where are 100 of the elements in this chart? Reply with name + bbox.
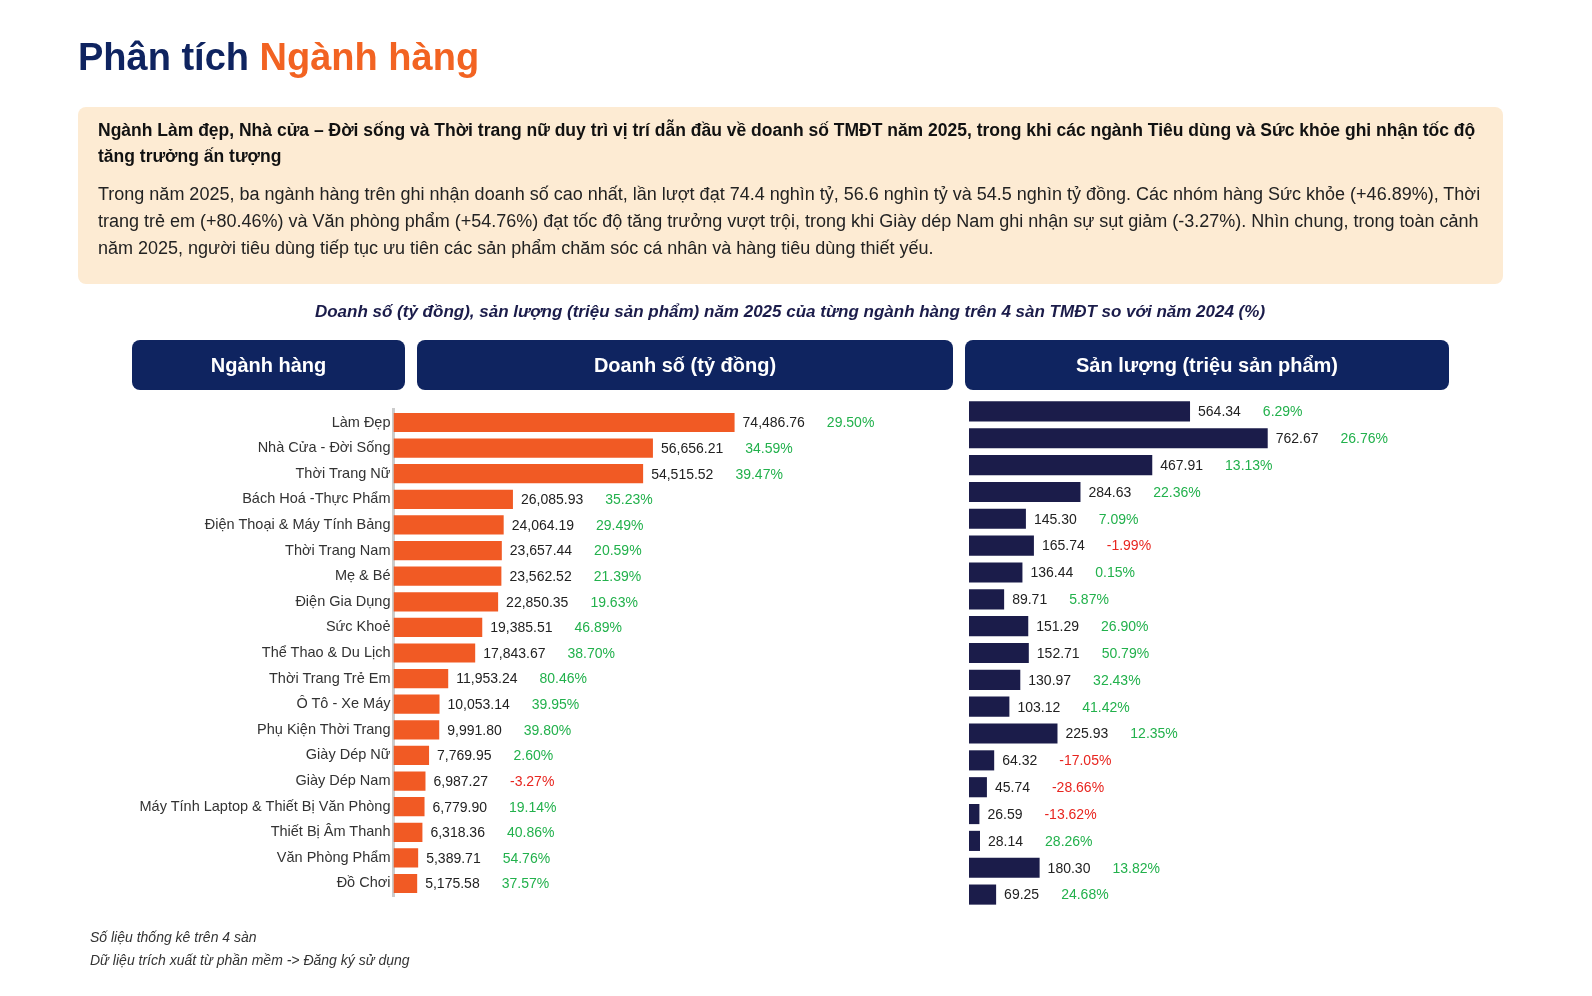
chart-title: Doanh số (tỷ đồng) — [417, 340, 953, 390]
y-tick-label: Điện Gia Dụng — [295, 592, 391, 609]
data-label: 130.97 — [1028, 671, 1072, 688]
bar — [393, 540, 502, 561]
data-label: 23,657.44 — [509, 542, 573, 559]
annotation: -1.99% — [1106, 537, 1152, 554]
annotation: 13.13% — [1225, 456, 1273, 473]
text: 39.47% — [735, 465, 783, 482]
annotation: 37.57% — [501, 875, 550, 892]
bar — [969, 642, 1029, 664]
annotation: 54.76% — [502, 849, 551, 866]
bar — [969, 616, 1029, 637]
text: 26.76% — [1340, 430, 1389, 447]
annotation: 50.79% — [1101, 644, 1150, 661]
data-label: 23,562.52 — [509, 568, 572, 585]
data-label: 9,991.80 — [447, 721, 502, 738]
y-tick-label: Thể Thao & Du Lịch — [261, 644, 391, 660]
data-label: 225.93 — [1065, 725, 1109, 742]
text: Phân tích Ngành hàng — [78, 36, 480, 78]
bar — [393, 412, 735, 433]
bar — [393, 643, 476, 663]
bar — [393, 848, 419, 868]
text: Doanh số (tỷ đồng), sản lượng (triệu sản phẩm) năm 2025 của từng ngành hàng trên 4 sàn TMĐT so với năm 2024 (%) — [313, 302, 1267, 322]
y-tick-label: Điện Thoại & Máy Tính Bảng — [204, 515, 391, 532]
data-label: 69.25 — [1004, 886, 1040, 903]
bar — [393, 797, 425, 817]
bar — [969, 857, 1040, 878]
data-label: 564.34 — [1198, 403, 1242, 420]
bar — [393, 720, 440, 740]
y-tick-label: Máy Tính Laptop & Thiết Bị Văn Phòng — [139, 797, 391, 814]
data-label: 136.44 — [1030, 564, 1074, 581]
bar — [393, 566, 502, 586]
bar — [969, 669, 1021, 690]
bar — [969, 455, 1153, 476]
data-label: 6,318.36 — [430, 824, 486, 841]
data-label: 5,389.71 — [426, 849, 481, 866]
annotation: 35.23% — [605, 491, 653, 508]
bar — [393, 745, 430, 766]
bar — [393, 464, 644, 484]
chart-title: Sản lượng (triệu sản phẩm) — [965, 340, 1449, 390]
annotation: 41.42% — [1082, 698, 1130, 715]
annotation: 19.14% — [509, 798, 557, 815]
y-tick-label: Ô Tô - Xe Máy — [296, 695, 392, 712]
data-label: 152.71 — [1036, 644, 1080, 661]
annotation: 20.59% — [594, 542, 642, 559]
annotation: 28.26% — [1045, 832, 1093, 849]
data-label: 284.63 — [1088, 483, 1132, 500]
annotation: -3.27% — [509, 772, 555, 789]
bar — [969, 723, 1058, 744]
annotation: 12.35% — [1130, 725, 1178, 742]
y-tick-label: Thiết Bị Âm Thanh — [270, 823, 391, 840]
data-label: 28.14 — [988, 832, 1024, 849]
annotation: 22.36% — [1153, 483, 1201, 500]
y-tick-label: Phụ Kiện Thời Trang — [257, 720, 391, 737]
y-tick-label: Sức Khoẻ — [325, 618, 391, 635]
data-label: 11,953.24 — [456, 670, 518, 687]
bar — [969, 481, 1081, 503]
data-label: 5,175.58 — [425, 875, 480, 892]
data-label: 74,486.76 — [742, 414, 806, 431]
data-label: 165.74 — [1041, 537, 1085, 554]
bar — [969, 428, 1268, 449]
annotation: 29.49% — [595, 516, 644, 533]
annotation: 21.39% — [593, 568, 642, 585]
bar — [393, 489, 513, 509]
data-label: 54,515.52 — [651, 465, 714, 482]
y-tick-label: Văn Phòng Phẩm — [276, 848, 391, 865]
data-label: 89.71 — [1012, 591, 1048, 608]
bar — [393, 438, 653, 458]
bar — [393, 515, 504, 535]
data-label: 762.67 — [1275, 430, 1319, 447]
y-tick-label: Thời Trang Nam — [285, 541, 391, 558]
annotation: 24.68% — [1061, 886, 1109, 903]
bar — [969, 777, 987, 798]
y-tick-label: Bách Hoá -Thực Phẩm — [242, 490, 391, 507]
data-label: 7,769.95 — [437, 747, 492, 764]
data-label: 26.59 — [987, 805, 1023, 822]
data-label: 19,385.51 — [490, 619, 553, 636]
data-label: 103.12 — [1017, 698, 1061, 715]
data-label: 64.32 — [1002, 752, 1038, 769]
bar — [969, 562, 1023, 583]
data-label: 467.91 — [1160, 456, 1204, 473]
y-tick-label: Làm Đẹp — [331, 413, 391, 430]
annotation: -17.05% — [1059, 752, 1112, 769]
y-tick-label: Thời Trang Trẻ Em — [268, 669, 391, 686]
bar — [969, 401, 1191, 422]
bar — [393, 873, 418, 894]
bar — [393, 694, 440, 714]
data-label: 10,053.14 — [447, 696, 511, 713]
y-tick-label: Mẹ & Bé — [334, 567, 391, 584]
annotation: -13.62% — [1044, 805, 1097, 822]
annotation: 19.63% — [590, 593, 638, 610]
data-label: 17,843.67 — [483, 644, 546, 661]
bar — [393, 669, 449, 689]
annotation: 6.29% — [1262, 403, 1303, 420]
annotation: 32.43% — [1093, 671, 1141, 688]
data-label: 6,987.27 — [433, 772, 489, 789]
data-label: 6,779.90 — [432, 798, 488, 815]
data-label: 145.30 — [1033, 510, 1077, 527]
annotation: 0.15% — [1095, 564, 1135, 581]
bar — [969, 884, 997, 905]
